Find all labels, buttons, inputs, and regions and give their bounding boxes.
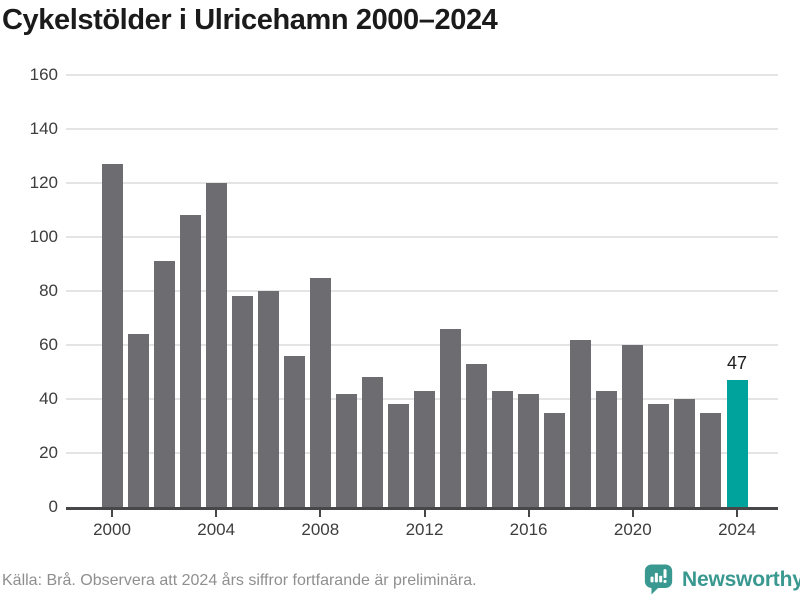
x-tick-2024 bbox=[736, 510, 738, 517]
gridline-140 bbox=[66, 128, 778, 130]
gridline-80 bbox=[66, 290, 778, 292]
bar-2001 bbox=[127, 334, 149, 507]
y-tick-label-140: 140 bbox=[29, 119, 58, 138]
x-tick-label-2004: 2004 bbox=[197, 520, 236, 539]
x-tick-label-2020: 2020 bbox=[613, 520, 652, 539]
bar-2003 bbox=[179, 215, 201, 507]
bar-2005 bbox=[231, 296, 253, 507]
bar-2021 bbox=[648, 404, 670, 507]
x-tick-2020 bbox=[631, 510, 634, 517]
gridline-100 bbox=[66, 236, 778, 238]
bar-2004 bbox=[205, 183, 227, 507]
bar-2010 bbox=[361, 377, 383, 507]
x-axis-line bbox=[66, 507, 778, 510]
y-tick-label-20: 20 bbox=[39, 443, 58, 462]
gridline-160 bbox=[66, 74, 778, 76]
newsworthy-logo-text: Newsworthy bbox=[682, 567, 800, 591]
newsworthy-speech-bubble-bar-chart-icon bbox=[644, 564, 673, 595]
bar-2007 bbox=[283, 355, 305, 507]
highlight-value-label: 47 bbox=[726, 353, 748, 374]
x-tick-label-2024: 2024 bbox=[718, 520, 756, 539]
x-tick-2012 bbox=[423, 510, 426, 517]
y-tick-label-40: 40 bbox=[39, 389, 58, 408]
bar-2002 bbox=[153, 261, 175, 507]
bar-2022 bbox=[674, 399, 696, 507]
gridline-60 bbox=[66, 344, 778, 346]
x-tick-2004 bbox=[215, 510, 218, 517]
bar-2000 bbox=[101, 164, 123, 507]
y-tick-label-120: 120 bbox=[29, 173, 58, 192]
x-tick-2000 bbox=[111, 510, 113, 517]
source-note: Källa: Brå. Observera att 2024 års siffr… bbox=[2, 572, 477, 589]
bar-2014 bbox=[466, 363, 488, 507]
x-tick-label-2000: 2000 bbox=[93, 520, 131, 539]
y-tick-label-0: 0 bbox=[48, 497, 58, 516]
x-tick-label-2012: 2012 bbox=[405, 520, 444, 539]
bar-2011 bbox=[387, 404, 409, 507]
y-tick-label-100: 100 bbox=[29, 227, 58, 246]
gridline-120 bbox=[66, 182, 778, 184]
bar-2008 bbox=[309, 277, 331, 507]
bar-2016 bbox=[518, 393, 540, 507]
x-tick-2008 bbox=[319, 510, 322, 517]
y-tick-label-160: 160 bbox=[29, 65, 58, 84]
bar-2009 bbox=[335, 393, 357, 507]
bar-2012 bbox=[414, 390, 435, 507]
newsworthy-logo: Newsworthy bbox=[643, 562, 800, 597]
y-tick-label-60: 60 bbox=[39, 335, 58, 354]
chart-title: Cykelstölder i Ulricehamn 2000–2024 bbox=[2, 4, 498, 36]
bar-2024 bbox=[726, 380, 748, 507]
y-tick-label-80: 80 bbox=[39, 281, 58, 300]
bar-2023 bbox=[700, 412, 722, 507]
bar-2018 bbox=[570, 339, 592, 507]
bar-2015 bbox=[492, 390, 514, 507]
bar-2020 bbox=[622, 345, 644, 507]
bar-2013 bbox=[440, 328, 461, 507]
x-tick-label-2008: 2008 bbox=[301, 520, 340, 539]
bar-2017 bbox=[544, 412, 566, 507]
bar-2006 bbox=[257, 291, 279, 507]
x-tick-2016 bbox=[527, 510, 530, 517]
bar-2019 bbox=[596, 390, 618, 507]
x-tick-label-2016: 2016 bbox=[509, 520, 548, 539]
